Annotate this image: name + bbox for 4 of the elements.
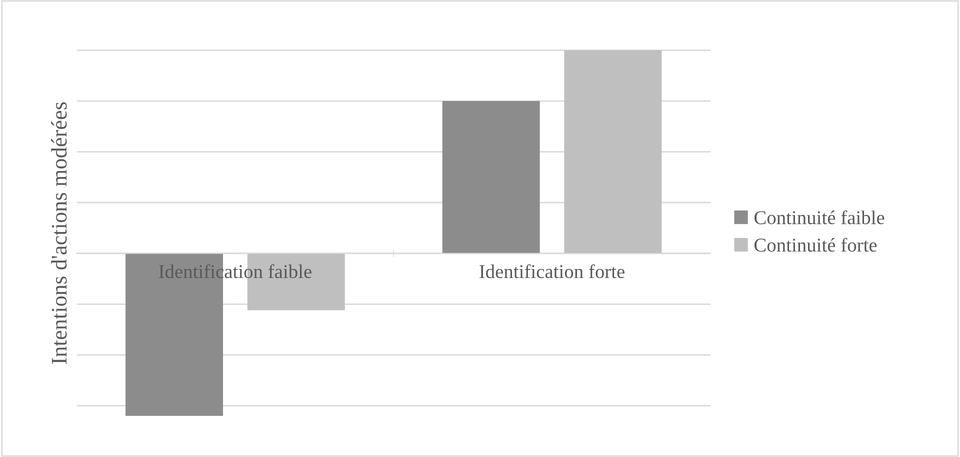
- x-tick-label: Identification forte: [480, 264, 624, 278]
- y-axis-title: Intentions d'actions modérées: [51, 102, 67, 364]
- legend-label: Continuité forte: [754, 238, 877, 252]
- legend-label: Continuité faible: [754, 210, 884, 224]
